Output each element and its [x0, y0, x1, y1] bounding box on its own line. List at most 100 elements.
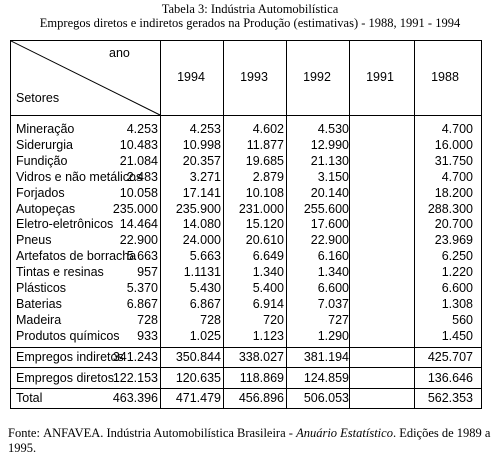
- section-divider: [11, 347, 481, 348]
- cell-value: 16.000: [434, 137, 473, 152]
- row-label: Mineração: [16, 122, 75, 136]
- cell-value: 6.867: [189, 296, 221, 311]
- row-label: Empregos indiretos: [16, 350, 124, 364]
- cell-value: 506.053: [303, 391, 349, 405]
- source-suffix: . Edições de 1989 a 1995.: [8, 426, 491, 455]
- cell-value: 10.998: [182, 137, 221, 152]
- table-row: Produtos químicos 933 1.025 1.123 1.290 1.450: [11, 329, 481, 343]
- cell-value: 4.700: [441, 169, 473, 184]
- cell-value: 20.700: [434, 217, 473, 232]
- cell-value: 10.483: [119, 137, 158, 152]
- col-divider: [349, 41, 350, 408]
- section-divider: [11, 367, 481, 368]
- cell-value: 235.000: [112, 201, 158, 216]
- cell-value: 24.000: [182, 233, 221, 248]
- cell-value: 720: [263, 312, 284, 327]
- cell-value: 21.084: [119, 153, 158, 168]
- cell-value: 4.253: [126, 122, 158, 136]
- cell-value: 118.869: [239, 371, 284, 385]
- cell-value: 728: [137, 312, 158, 327]
- cell-value: 350.844: [175, 350, 221, 364]
- cell-value: 560: [452, 312, 473, 327]
- source-publication: Anuário Estatístico: [296, 426, 393, 440]
- table-row: Siderurgia 10.483 10.998 11.877 12.990 16.000: [11, 138, 481, 152]
- cell-value: 1.450: [441, 328, 473, 343]
- cell-value: 1.1131: [183, 265, 221, 280]
- row-label: Eletro-eletrônicos: [16, 217, 114, 232]
- cell-value: 4.700: [441, 122, 473, 136]
- header-diagonal: [11, 41, 161, 116]
- cell-value: 1.220: [441, 265, 473, 280]
- section-divider: [11, 388, 481, 389]
- cell-value: 11.877: [246, 137, 284, 152]
- cell-value: 1.308: [441, 296, 473, 311]
- row-label: Tintas e resinas: [16, 265, 104, 280]
- employment-table: ano Setores 1994 1993 1992 1991 1988 Min…: [10, 40, 482, 409]
- cell-value: 3.271: [189, 169, 221, 184]
- cell-value: 6.914: [252, 296, 284, 311]
- cell-value: 341.243: [112, 350, 158, 364]
- cell-value: 6.250: [441, 249, 473, 264]
- cell-value: 2.483: [126, 169, 158, 184]
- cell-value: 728: [200, 312, 221, 327]
- year-header: 1993: [240, 70, 268, 84]
- table-row: Baterias 6.867 6.867 6.914 7.037 1.308: [11, 297, 481, 311]
- cell-value: 7.037: [317, 296, 349, 311]
- table-title: Tabela 3: Indústria Automobilística: [161, 2, 339, 16]
- row-label: Madeira: [16, 312, 62, 327]
- header-setores: Setores: [16, 91, 60, 105]
- cell-value: 381.194: [303, 350, 349, 364]
- source-prefix: Fonte:: [8, 426, 44, 440]
- source-note: Fonte: ANFAVEA. Indústria Automobilístic…: [8, 426, 494, 456]
- table-row: Plásticos 5.370 5.430 5.400 6.600 6.600: [11, 281, 481, 295]
- row-label: Plásticos: [16, 281, 67, 295]
- cell-value: 957: [137, 265, 158, 280]
- table-row: Autopeças 235.000 235.900 231.000 255.600 288…: [11, 202, 481, 216]
- table-row: Mineração 4.253 4.253 4.602 4.530 4.700: [11, 122, 481, 136]
- cell-value: 120.635: [175, 371, 221, 385]
- row-label: Produtos químicos: [16, 328, 120, 343]
- cell-value: 1.340: [317, 265, 349, 280]
- cell-value: 1.123: [252, 328, 284, 343]
- cell-value: 136.646: [427, 371, 473, 385]
- col-divider: [160, 41, 161, 408]
- row-label: Empregos diretos: [16, 371, 114, 385]
- table-subtitle: Empregos diretos e indiretos gerados na …: [39, 16, 461, 30]
- cell-value: 425.707: [427, 350, 473, 364]
- cell-value: 4.530: [317, 122, 349, 136]
- table-row: Eletro-eletrônicos 14.464 14.080 15.120 17.6…: [11, 217, 481, 231]
- cell-value: 4.602: [252, 122, 284, 136]
- cell-value: 19.685: [245, 153, 284, 168]
- table-row-direct: Empregos diretos 122.153 120.635 118.869…: [11, 371, 481, 385]
- table-row: Artefatos de borracha 5.663 5.663 6.649 6.16…: [11, 249, 481, 263]
- cell-value: 20.140: [310, 185, 349, 200]
- cell-value: 21.130: [310, 153, 349, 168]
- cell-value: 17.141: [182, 185, 221, 200]
- cell-value: 22.900: [310, 233, 349, 248]
- cell-value: 5.663: [189, 249, 221, 264]
- row-label: Siderurgia: [16, 137, 73, 152]
- cell-value: 1.340: [252, 265, 284, 280]
- year-header: 1991: [366, 70, 394, 84]
- cell-value: 2.879: [252, 169, 284, 184]
- table-row: Pneus 22.900 24.000 20.610 22.900 23.969: [11, 233, 481, 247]
- cell-value: 20.357: [182, 153, 221, 168]
- cell-value: 5.430: [189, 281, 221, 295]
- table-row-total: Total 463.396 471.479 456.896 506.053 56…: [11, 391, 481, 405]
- cell-value: 6.867: [126, 296, 158, 311]
- col-divider: [223, 41, 224, 408]
- cell-value: 3.150: [317, 169, 349, 184]
- table-row: Tintas e resinas 957 1.1131 1.340 1.340 1.220: [11, 265, 481, 279]
- cell-value: 124.859: [303, 371, 349, 385]
- cell-value: 23.969: [434, 233, 473, 248]
- table-row: Fundição 21.084 20.357 19.685 21.130 31.750: [11, 154, 481, 168]
- cell-value: 31.750: [434, 153, 473, 168]
- cell-value: 17.600: [310, 217, 349, 232]
- cell-value: 1.290: [317, 328, 349, 343]
- cell-value: 933: [137, 328, 158, 343]
- cell-value: 10.108: [245, 185, 284, 200]
- header-divider: [11, 115, 481, 116]
- row-label: Autopeças: [16, 201, 76, 216]
- row-label: Vidros e não metálicos: [16, 169, 143, 184]
- cell-value: 22.900: [119, 233, 158, 248]
